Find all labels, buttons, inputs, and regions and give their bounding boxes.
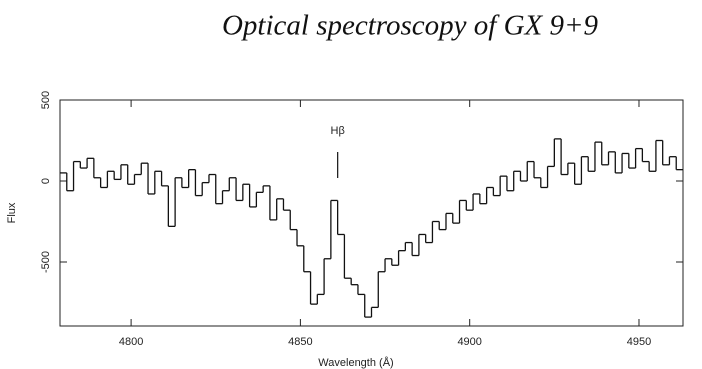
x-tick-label: 4850 (288, 336, 312, 348)
x-tick-label: 4800 (119, 336, 143, 348)
y-tick-label: 0 (40, 178, 52, 184)
plot-frame (59, 99, 684, 327)
x-tick-label: 4900 (457, 336, 481, 348)
x-tick-label: 4950 (627, 336, 651, 348)
y-tick-label: -500 (40, 251, 52, 273)
annotation-label: Hβ (331, 125, 345, 137)
y-axis-label: Flux (6, 202, 18, 223)
x-axis-label: Wavelength (Å) (318, 356, 393, 369)
chart-title: Optical spectroscopy of GX 9+9 (222, 10, 599, 42)
y-tick-label: 500 (40, 91, 52, 109)
